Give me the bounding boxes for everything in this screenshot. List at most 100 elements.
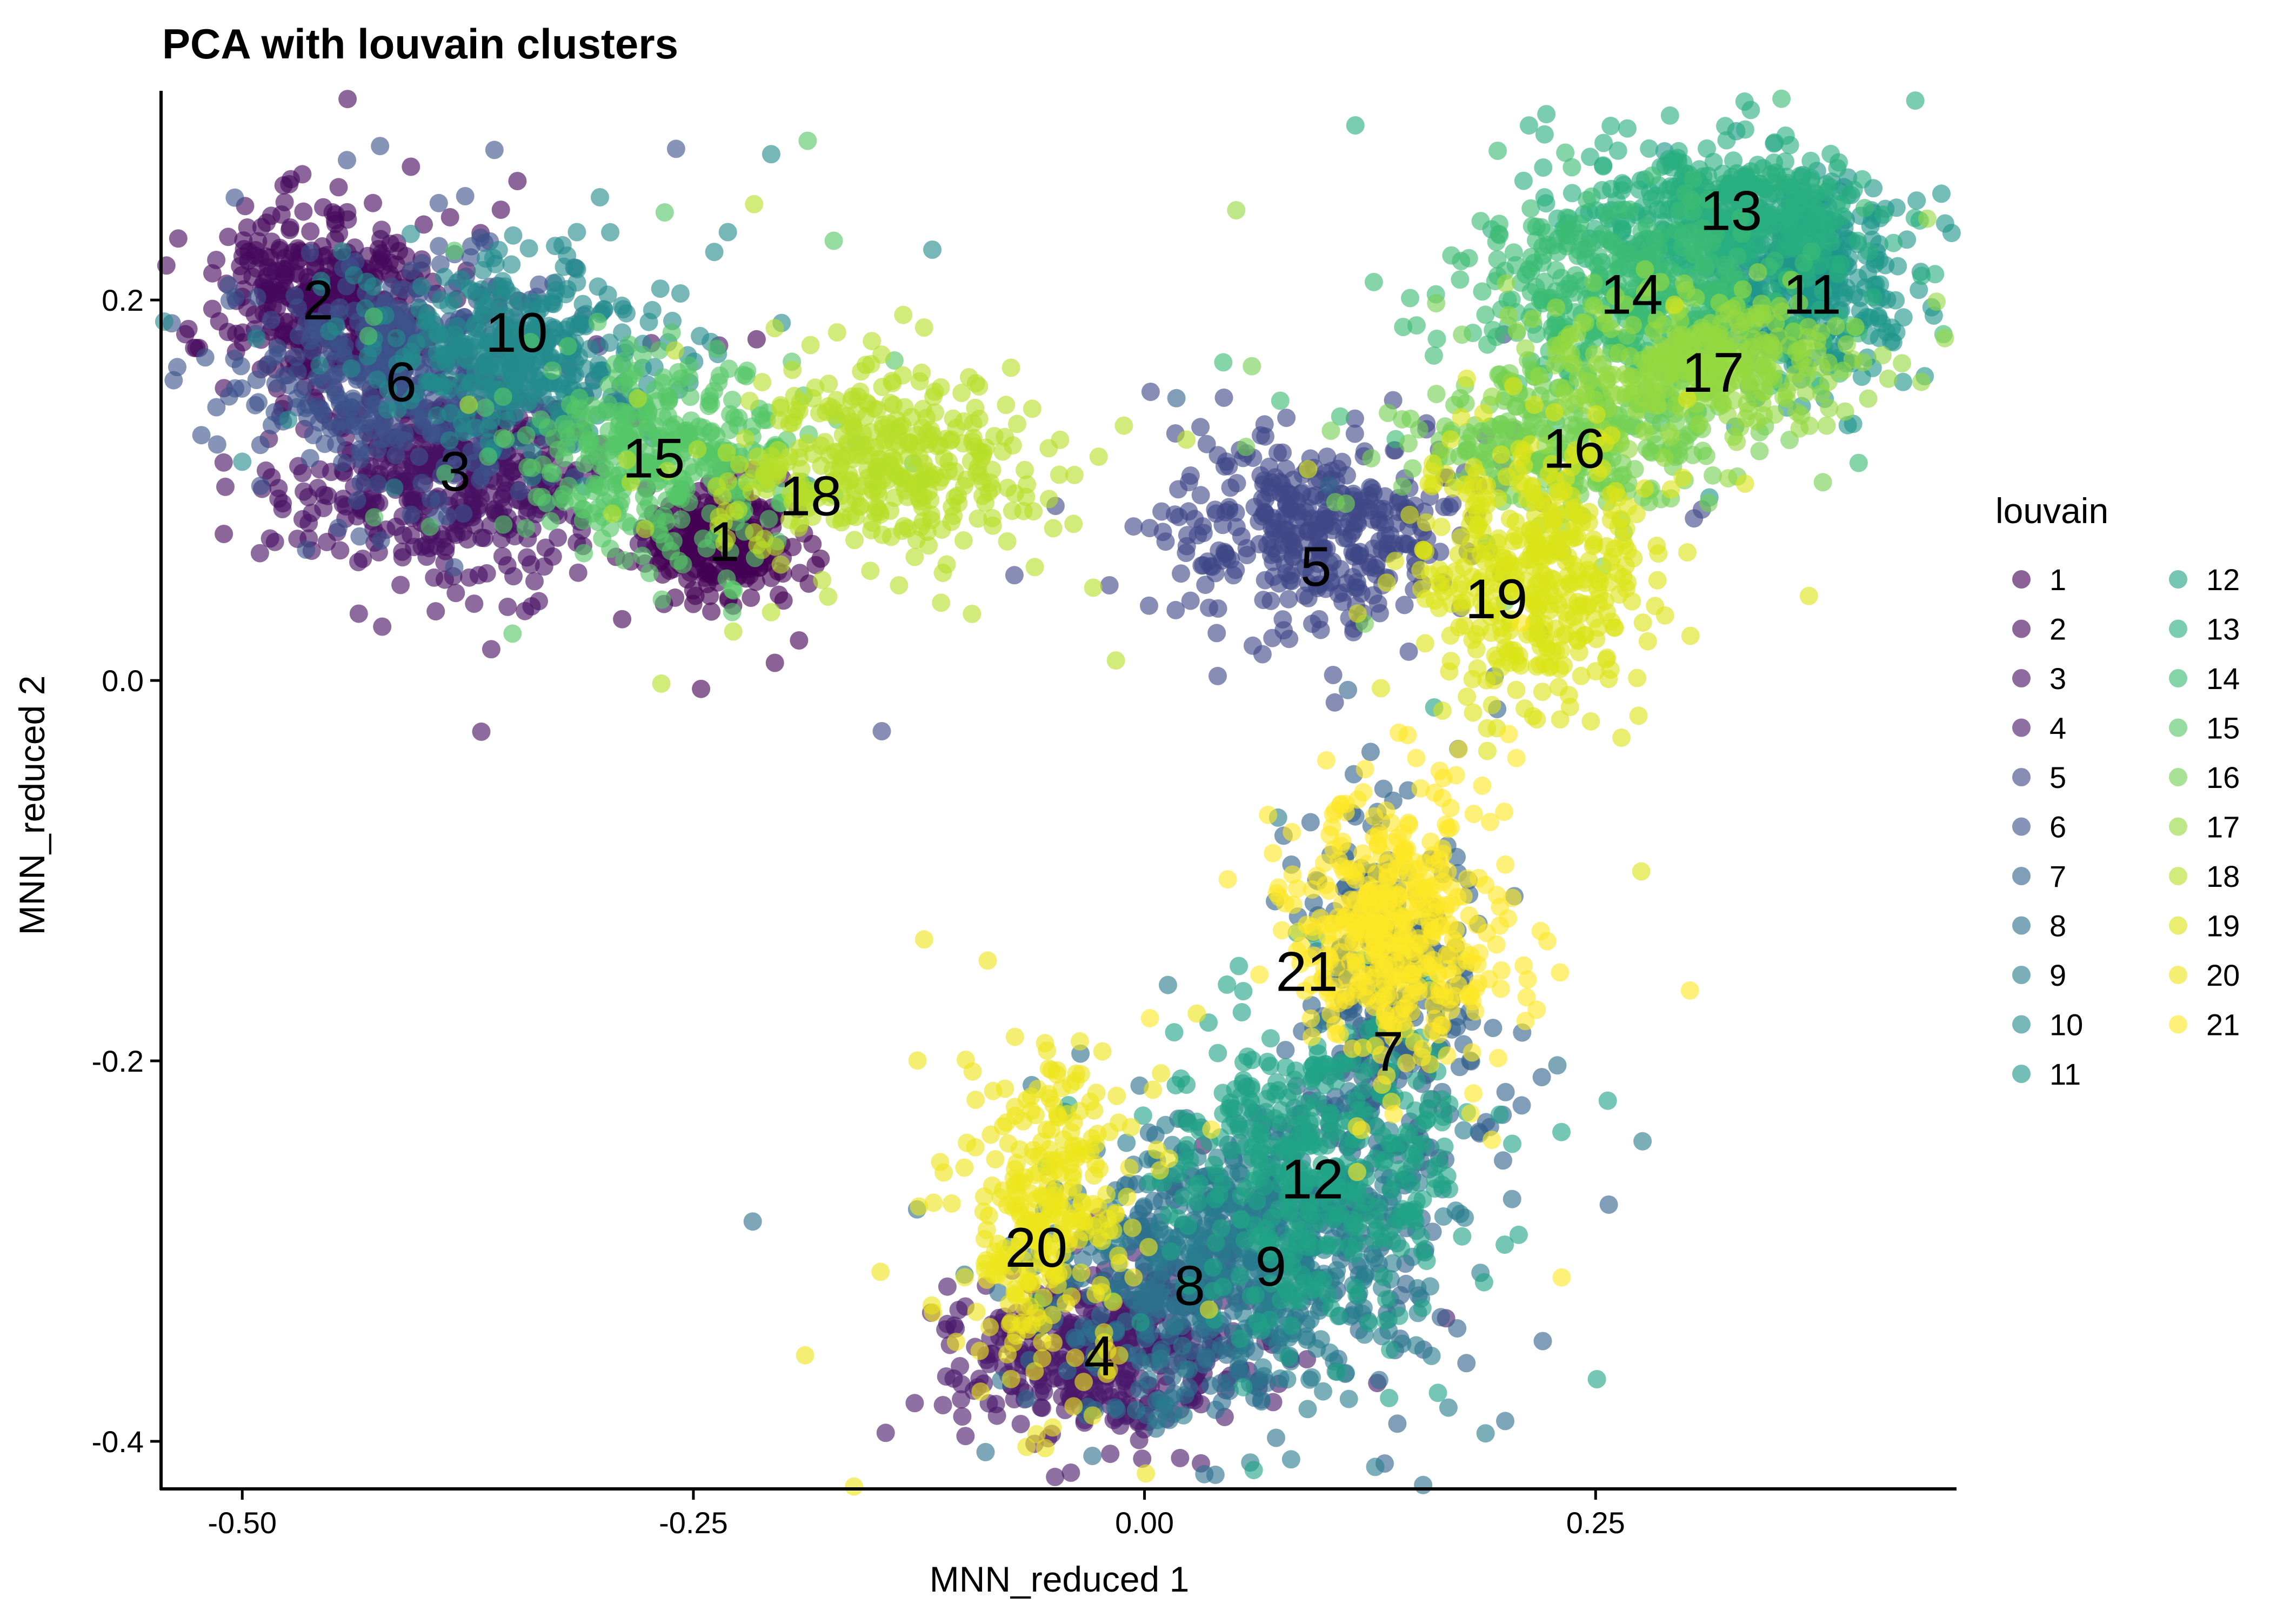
point — [1206, 1189, 1225, 1208]
point — [373, 617, 392, 636]
point — [584, 371, 603, 390]
point — [482, 640, 500, 659]
point — [1191, 418, 1210, 437]
point — [1256, 503, 1274, 522]
point — [1193, 517, 1212, 536]
point — [1490, 1105, 1509, 1124]
point — [387, 329, 406, 347]
point — [1484, 1019, 1503, 1038]
point — [1383, 1134, 1402, 1153]
point — [502, 255, 521, 274]
point — [353, 550, 372, 568]
point — [298, 395, 317, 414]
point — [666, 139, 685, 158]
point — [323, 203, 342, 222]
point — [1151, 1349, 1170, 1368]
point — [905, 1394, 924, 1413]
point — [601, 223, 620, 242]
point — [671, 284, 690, 303]
point — [695, 556, 713, 574]
point — [358, 347, 377, 366]
point — [1281, 1450, 1300, 1469]
point — [1034, 1382, 1053, 1401]
point — [1587, 1370, 1606, 1388]
point — [196, 348, 215, 367]
point — [310, 356, 329, 375]
point — [1286, 1061, 1305, 1080]
point — [169, 229, 188, 248]
point — [368, 370, 386, 389]
point — [684, 594, 703, 613]
point — [1397, 1165, 1416, 1184]
point — [1448, 1319, 1467, 1338]
point — [1279, 1348, 1298, 1367]
point — [1177, 1075, 1196, 1094]
point — [192, 426, 211, 445]
point — [1244, 1461, 1263, 1480]
point — [1407, 1071, 1426, 1090]
point — [1126, 1401, 1145, 1420]
point — [435, 268, 454, 286]
point — [1407, 1336, 1426, 1355]
point — [1179, 1360, 1198, 1379]
point — [268, 282, 286, 301]
point — [1156, 532, 1175, 551]
point — [1179, 502, 1198, 521]
point — [281, 220, 299, 239]
point — [168, 358, 186, 377]
point — [1552, 1122, 1571, 1141]
point — [1262, 1209, 1281, 1228]
point — [1457, 1354, 1476, 1373]
point — [1399, 642, 1418, 661]
point — [256, 461, 275, 480]
point — [301, 449, 319, 467]
point — [1351, 558, 1370, 577]
point — [1214, 1104, 1233, 1123]
point — [1380, 1388, 1399, 1407]
point — [1318, 447, 1337, 466]
point — [1512, 1096, 1531, 1115]
point — [1178, 1136, 1197, 1154]
point — [1932, 184, 1951, 203]
point — [287, 347, 306, 366]
point — [1370, 532, 1389, 551]
point — [251, 477, 270, 495]
point — [226, 288, 245, 307]
point — [549, 528, 568, 547]
point — [1169, 1165, 1187, 1184]
point — [1494, 1151, 1512, 1170]
point — [1235, 1231, 1254, 1250]
point — [1033, 1399, 1051, 1418]
point — [933, 1396, 952, 1414]
point — [1234, 1378, 1253, 1396]
point — [349, 604, 368, 623]
point — [1324, 666, 1343, 684]
point — [1100, 576, 1119, 594]
point — [331, 541, 350, 560]
point — [1279, 590, 1298, 609]
data-points — [155, 89, 1961, 1496]
point — [441, 404, 460, 423]
point — [1601, 117, 1620, 135]
point — [1405, 1209, 1424, 1228]
point — [391, 576, 410, 594]
point — [1618, 119, 1637, 138]
point — [1065, 1328, 1084, 1347]
point — [1942, 224, 1961, 243]
point — [1316, 1055, 1335, 1074]
point — [472, 722, 491, 741]
point — [247, 371, 266, 389]
point — [412, 473, 431, 492]
point — [1258, 1053, 1277, 1071]
point — [1274, 621, 1293, 640]
point — [1633, 1132, 1652, 1151]
point — [987, 1406, 1006, 1425]
point — [589, 277, 607, 296]
point — [1139, 1371, 1158, 1389]
point — [304, 426, 323, 444]
point — [1303, 1281, 1322, 1299]
point — [1117, 1133, 1136, 1152]
point — [1413, 1299, 1432, 1318]
